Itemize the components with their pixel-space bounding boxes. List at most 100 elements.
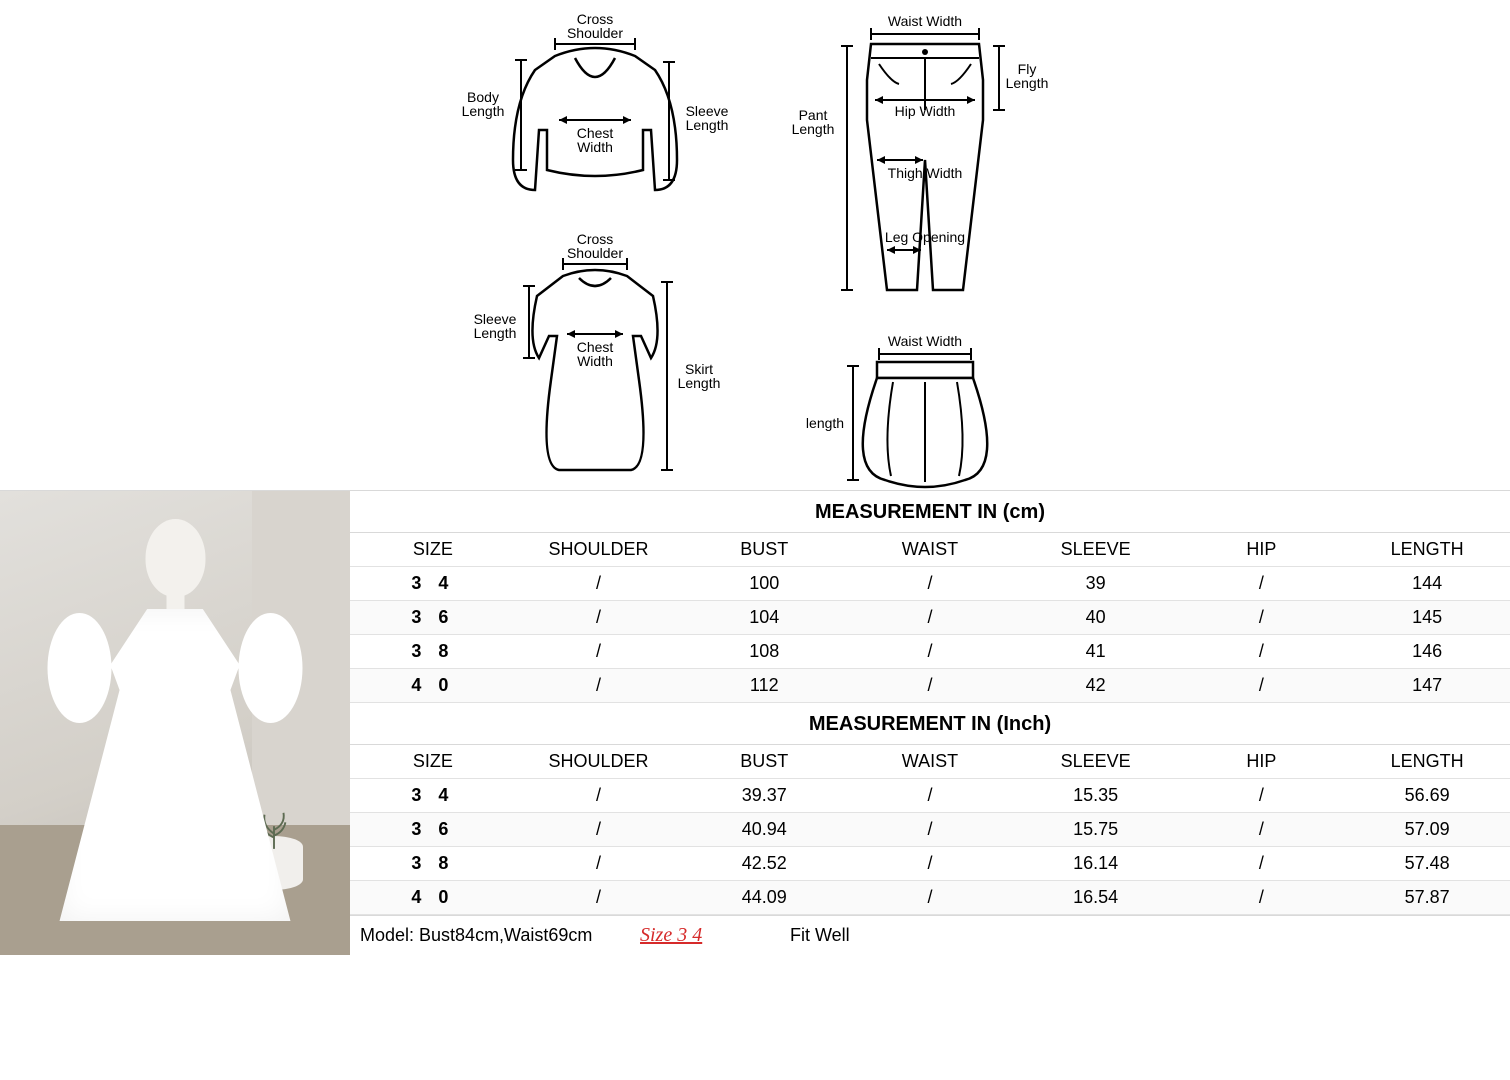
svg-text:Thigh Width: Thigh Width — [888, 165, 963, 181]
cell: 39.37 — [681, 779, 847, 813]
svg-text:Waist Width: Waist Width — [888, 333, 962, 349]
col-waist: WAIST — [847, 745, 1013, 779]
table-row: 4 0 / 112 / 42 / 147 — [350, 669, 1510, 703]
cell: / — [847, 669, 1013, 703]
product-photo — [0, 491, 350, 955]
col-sleeve: SLEEVE — [1013, 745, 1179, 779]
table-row: 3 6 / 40.94 / 15.75 / 57.09 — [350, 813, 1510, 847]
svg-text:length: length — [806, 415, 844, 431]
table-cm: SIZE SHOULDER BUST WAIST SLEEVE HIP LENG… — [350, 533, 1510, 703]
col-shoulder: SHOULDER — [516, 745, 682, 779]
cell: 15.75 — [1013, 813, 1179, 847]
col-size: SIZE — [350, 533, 516, 567]
table-inch: SIZE SHOULDER BUST WAIST SLEEVE HIP LENG… — [350, 745, 1510, 915]
cell: / — [1179, 567, 1345, 601]
cell: 3 6 — [350, 813, 516, 847]
svg-text:SkirtLength: SkirtLength — [678, 361, 721, 391]
cell: / — [1179, 601, 1345, 635]
table-inch-title: MEASUREMENT IN (Inch) — [350, 703, 1510, 745]
svg-text:BodyLength: BodyLength — [462, 89, 505, 119]
cell: / — [516, 567, 682, 601]
cell: 147 — [1344, 669, 1510, 703]
diagram-right-column: Waist Width Hip Width Thigh Width — [775, 10, 1055, 500]
size-chart-content: MEASUREMENT IN (cm) SIZE SHOULDER BUST W… — [0, 490, 1510, 955]
cell: 42 — [1013, 669, 1179, 703]
cell: 104 — [681, 601, 847, 635]
cell: / — [1179, 779, 1345, 813]
cell: 100 — [681, 567, 847, 601]
cell: / — [516, 813, 682, 847]
cell: 112 — [681, 669, 847, 703]
svg-text:CrossShoulder: CrossShoulder — [567, 231, 623, 261]
cell: 57.09 — [1344, 813, 1510, 847]
table-row: 3 8 / 108 / 41 / 146 — [350, 635, 1510, 669]
model-size-worn: Size 3 4 — [630, 916, 780, 955]
svg-text:Hip Width: Hip Width — [895, 103, 956, 119]
cell: / — [516, 847, 682, 881]
cell: 146 — [1344, 635, 1510, 669]
col-length: LENGTH — [1344, 745, 1510, 779]
cell: 40.94 — [681, 813, 847, 847]
cell: / — [847, 813, 1013, 847]
col-size: SIZE — [350, 745, 516, 779]
cell: / — [516, 779, 682, 813]
cell: 3 4 — [350, 567, 516, 601]
diagram-dress: CrossShoulder ChestWidth SleeveLength Sk… — [455, 230, 735, 490]
col-waist: WAIST — [847, 533, 1013, 567]
svg-text:ChestWidth: ChestWidth — [577, 339, 614, 369]
table-row: 3 4 / 39.37 / 15.35 / 56.69 — [350, 779, 1510, 813]
table-row: 3 4 / 100 / 39 / 144 — [350, 567, 1510, 601]
model-fit-note: Fit Well — [780, 917, 1510, 954]
table-cm-title: MEASUREMENT IN (cm) — [350, 491, 1510, 533]
svg-text:FlyLength: FlyLength — [1006, 61, 1049, 91]
cell: 145 — [1344, 601, 1510, 635]
cell: / — [1179, 813, 1345, 847]
table-row: 3 6 / 104 / 40 / 145 — [350, 601, 1510, 635]
cell: 108 — [681, 635, 847, 669]
cell: / — [847, 601, 1013, 635]
cell: / — [516, 881, 682, 915]
cell: 41 — [1013, 635, 1179, 669]
svg-text:Leg Opening: Leg Opening — [885, 229, 965, 245]
cell: 3 8 — [350, 635, 516, 669]
cell: 16.54 — [1013, 881, 1179, 915]
model-measurements: Model: Bust84cm,Waist69cm — [350, 917, 630, 954]
cell: / — [847, 567, 1013, 601]
cell: / — [847, 635, 1013, 669]
measurement-diagrams: CrossShoulder ChestWidth BodyLength Slee… — [0, 0, 1510, 490]
svg-text:Waist Width: Waist Width — [888, 13, 962, 29]
diagram-left-column: CrossShoulder ChestWidth BodyLength Slee… — [455, 10, 735, 490]
cell: / — [516, 601, 682, 635]
cell: 56.69 — [1344, 779, 1510, 813]
col-length: LENGTH — [1344, 533, 1510, 567]
cell: 144 — [1344, 567, 1510, 601]
col-bust: BUST — [681, 533, 847, 567]
cell: 3 8 — [350, 847, 516, 881]
cell: / — [1179, 669, 1345, 703]
cell: / — [1179, 847, 1345, 881]
cell: / — [1179, 881, 1345, 915]
cell: 42.52 — [681, 847, 847, 881]
cell: 39 — [1013, 567, 1179, 601]
svg-text:ChestWidth: ChestWidth — [577, 125, 614, 155]
cell: / — [847, 779, 1013, 813]
cell: / — [847, 847, 1013, 881]
svg-text:SleeveLength: SleeveLength — [474, 311, 517, 341]
cell: / — [847, 881, 1013, 915]
model-info-row: Model: Bust84cm,Waist69cm Size 3 4 Fit W… — [350, 915, 1510, 955]
cell: 4 0 — [350, 669, 516, 703]
table-row: 3 8 / 42.52 / 16.14 / 57.48 — [350, 847, 1510, 881]
cell: 3 6 — [350, 601, 516, 635]
cell: 44.09 — [681, 881, 847, 915]
cell: 3 4 — [350, 779, 516, 813]
svg-text:SleeveLength: SleeveLength — [686, 103, 729, 133]
size-tables: MEASUREMENT IN (cm) SIZE SHOULDER BUST W… — [350, 491, 1510, 955]
col-hip: HIP — [1179, 745, 1345, 779]
cell: 16.14 — [1013, 847, 1179, 881]
diagram-top: CrossShoulder ChestWidth BodyLength Slee… — [455, 10, 735, 210]
col-sleeve: SLEEVE — [1013, 533, 1179, 567]
cell: 57.48 — [1344, 847, 1510, 881]
col-hip: HIP — [1179, 533, 1345, 567]
svg-text:PantLength: PantLength — [792, 107, 835, 137]
cell: 57.87 — [1344, 881, 1510, 915]
